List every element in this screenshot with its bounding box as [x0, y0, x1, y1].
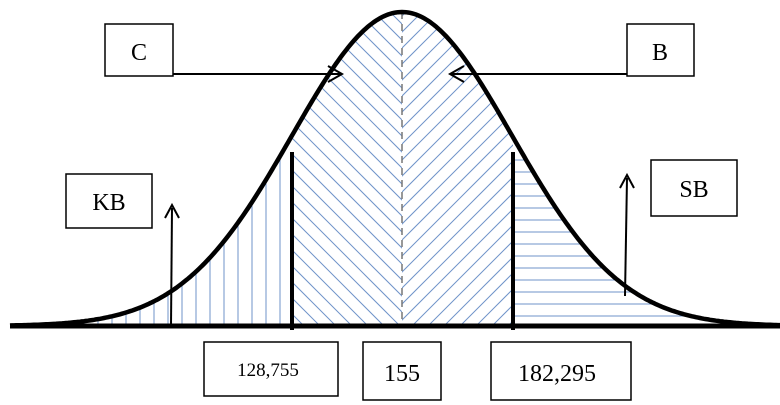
b-arrow	[447, 65, 627, 83]
label-sb-text: SB	[679, 177, 708, 203]
tick-right-text: 182,295	[518, 361, 596, 387]
tick-right-box: 182,295	[490, 341, 632, 401]
label-b-text: B	[652, 40, 668, 66]
sb-region-hatch	[513, 159, 780, 317]
label-kb-text: KB	[92, 190, 125, 216]
c-hatch-line	[292, 12, 355, 326]
b-hatch-line	[402, 12, 513, 326]
b-hatch-line	[425, 12, 513, 326]
c-hatch-line	[292, 12, 402, 326]
b-hatch-line	[402, 12, 467, 326]
label-sb-box: SB	[650, 159, 738, 217]
c-hatch-line	[292, 12, 402, 326]
b-hatch-line	[402, 12, 513, 326]
c-hatch-line	[292, 12, 402, 326]
c-hatch-line	[292, 12, 387, 326]
b-hatch-line	[402, 12, 513, 326]
c-hatch-line	[297, 12, 402, 326]
label-kb-box: KB	[65, 173, 153, 229]
b-hatch-line	[746, 0, 780, 360]
c-hatch-line	[292, 12, 402, 326]
b-hatch-line	[402, 12, 513, 326]
b-hatch-line	[402, 12, 513, 326]
c-hatch-line	[292, 12, 402, 326]
b-hatch-line	[762, 0, 780, 360]
c-hatch-line	[292, 12, 402, 326]
tick-center-box: 155	[362, 341, 442, 401]
c-hatch-line	[313, 12, 402, 326]
b-hatch-line	[402, 12, 483, 326]
c-hatch-line	[292, 12, 402, 326]
c-hatch-line	[292, 12, 371, 326]
b-hatch-line	[441, 12, 513, 326]
tick-center-text: 155	[384, 361, 420, 387]
tick-left-box: 128,755	[203, 341, 339, 397]
bell-curve	[9, 9, 780, 328]
c-arrow	[172, 65, 345, 83]
c-hatch-line	[292, 12, 402, 326]
b-hatch-line	[402, 12, 513, 326]
b-hatch-line	[409, 12, 513, 326]
b-hatch-line	[0, 0, 354, 360]
b-hatch-line	[402, 12, 499, 326]
c-hatch-line	[292, 12, 402, 326]
c-hatch-line	[292, 12, 402, 326]
b-hatch-line	[402, 12, 513, 326]
label-c-text: C	[131, 40, 147, 66]
label-c-box: C	[104, 23, 174, 77]
tick-left-text: 128,755	[237, 360, 299, 381]
c-hatch-line	[746, 0, 780, 360]
c-hatch-line	[329, 12, 402, 326]
c-hatch-line	[292, 12, 402, 326]
b-hatch-line	[402, 12, 513, 326]
label-b-box: B	[626, 23, 695, 77]
sb-arrow	[619, 172, 635, 297]
kb-arrow	[164, 202, 180, 327]
b-hatch-line	[402, 12, 513, 326]
b-hatch-line	[402, 12, 513, 326]
c-hatch-line	[292, 12, 402, 326]
b-hatch-line	[402, 12, 513, 326]
b-hatch-line	[402, 12, 513, 326]
